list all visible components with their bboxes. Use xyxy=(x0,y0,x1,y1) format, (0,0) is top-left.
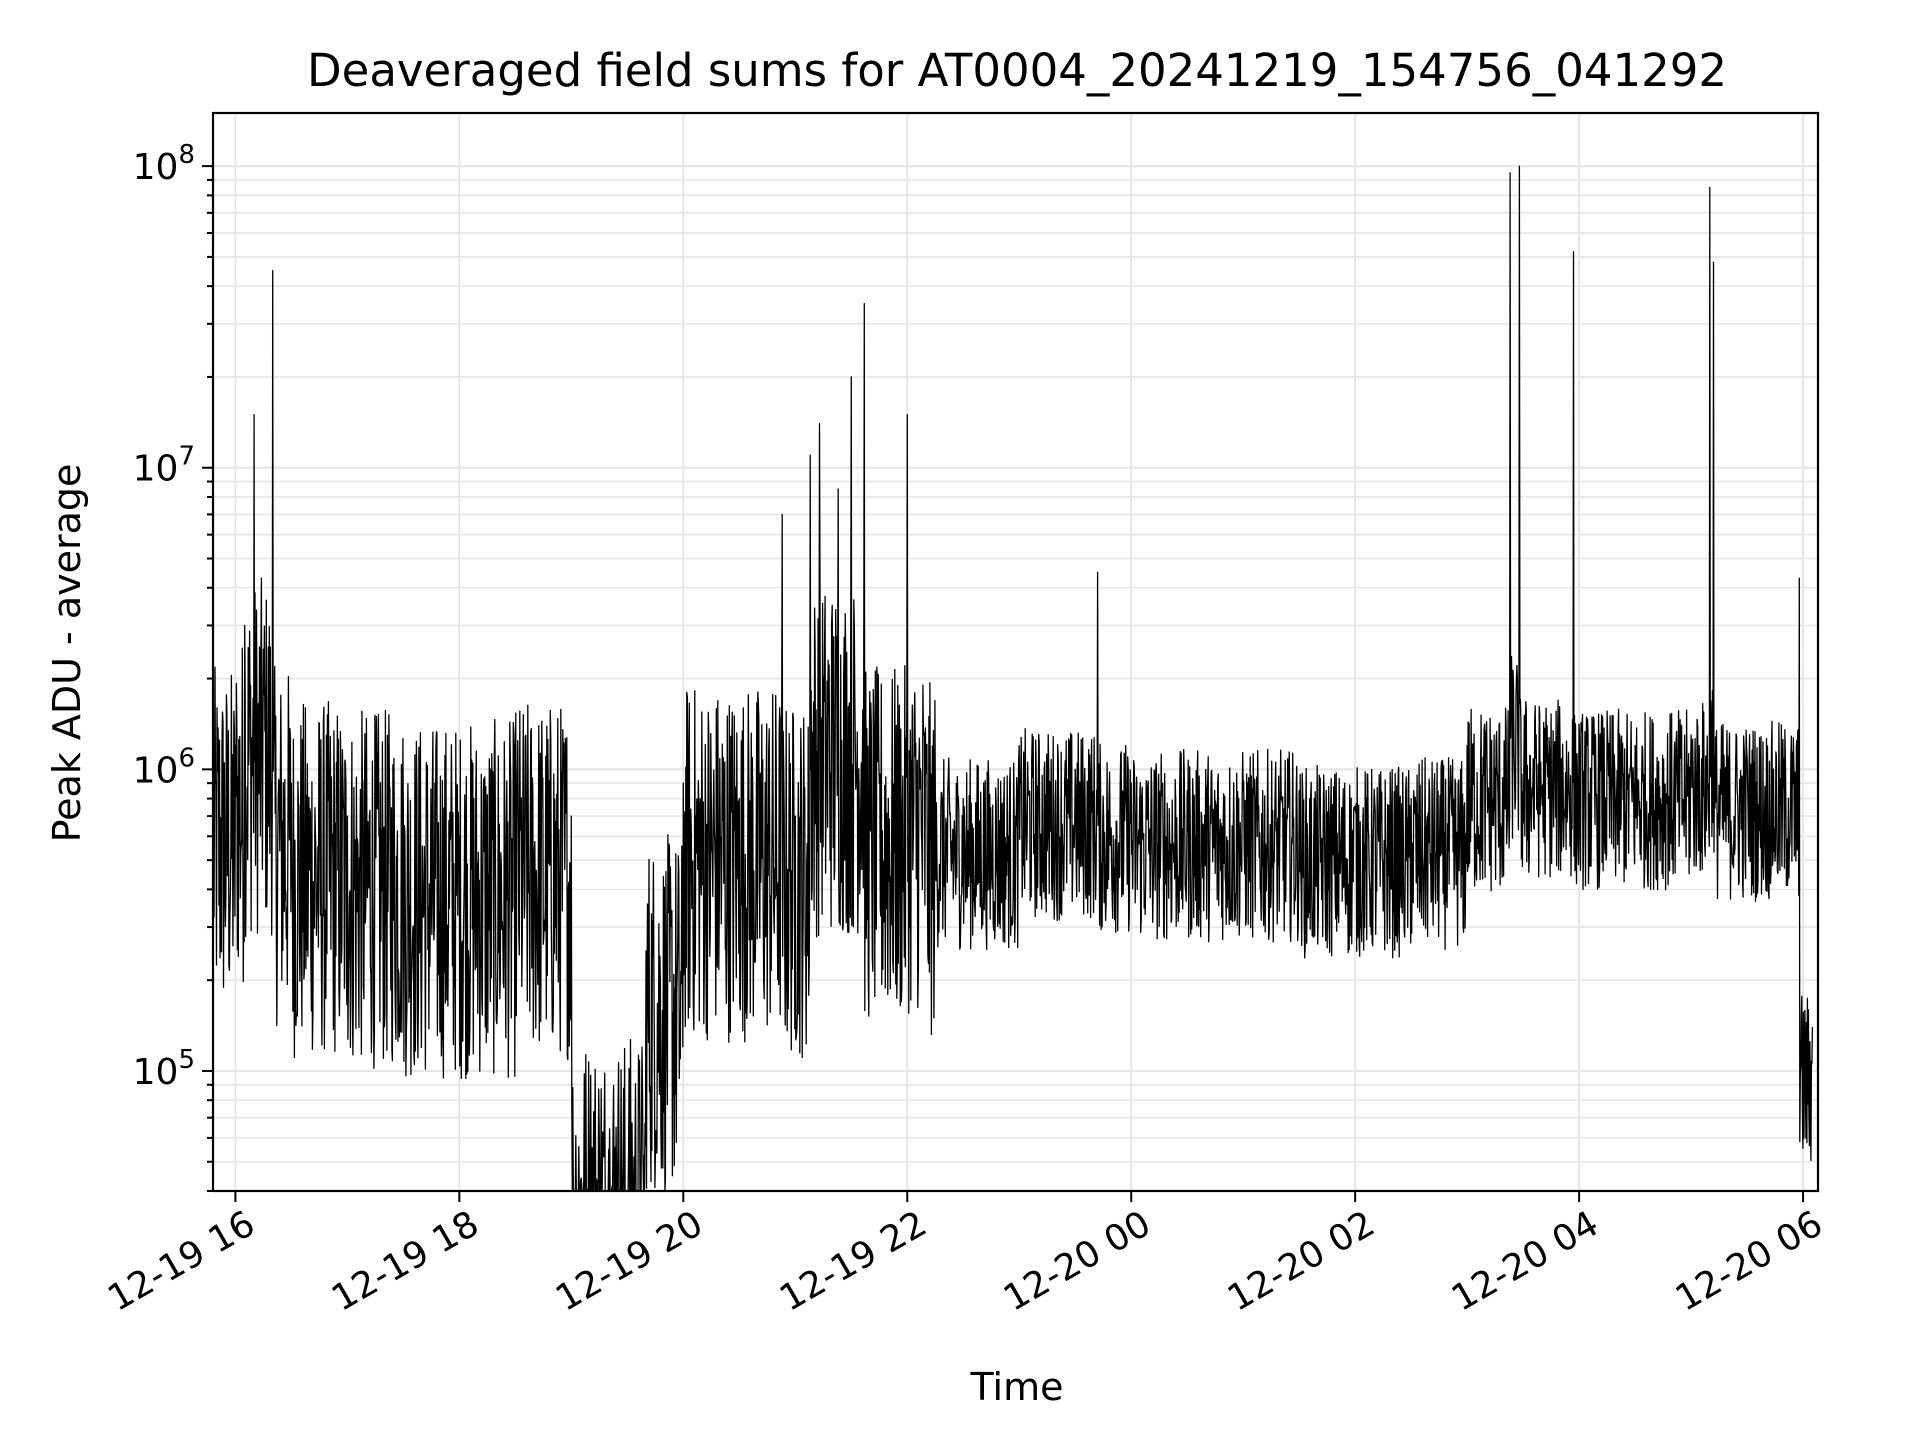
y-axis-label: Peak ADU - average xyxy=(45,464,89,843)
y-tick-exponent: 8 xyxy=(178,140,195,170)
y-tick-exponent: 7 xyxy=(178,442,195,472)
x-axis-label: Time xyxy=(970,1365,1064,1409)
y-tick-base: 10 xyxy=(133,147,179,188)
y-tick-label: 107 xyxy=(133,442,195,490)
series-line xyxy=(212,165,1814,1192)
y-tick-base: 10 xyxy=(133,1052,179,1093)
plot-frame xyxy=(211,111,1820,1193)
y-tick-label: 105 xyxy=(133,1045,195,1093)
y-tick-exponent: 6 xyxy=(178,743,195,773)
y-tick-label: 108 xyxy=(133,140,195,188)
y-tick-label: 106 xyxy=(133,743,195,791)
chart-title: Deaveraged field sums for AT0004_2024121… xyxy=(307,44,1727,97)
series-layer xyxy=(212,165,1814,1192)
y-tick-base: 10 xyxy=(133,449,179,490)
y-tick-exponent: 5 xyxy=(178,1045,195,1075)
y-tick-base: 10 xyxy=(133,750,179,791)
